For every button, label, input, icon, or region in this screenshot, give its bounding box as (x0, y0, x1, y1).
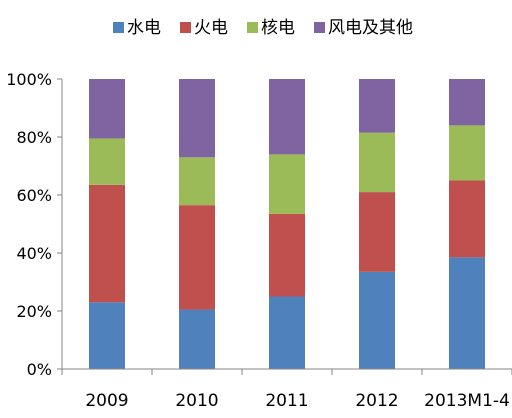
y-axis: 0% 20% 40% 60% 80% 100% (6, 70, 63, 379)
bar-stack (269, 79, 305, 369)
y-tick-label: 60% (16, 186, 52, 205)
bar-segment (359, 79, 395, 133)
bar-segment (179, 309, 215, 369)
bar-segment (89, 302, 125, 369)
bar-segment (449, 125, 485, 181)
bar-segment (179, 79, 215, 158)
legend-item: 核电 (247, 18, 295, 38)
legend: 水电 火电 核电 风电及其他 (113, 18, 413, 38)
bar-segment (269, 79, 305, 155)
x-axis: 2009 2010 2011 2012 2013M1-4 (61, 368, 512, 411)
bar-segment (449, 180, 485, 258)
y-tick-label: 0% (27, 360, 52, 379)
bar-segment (449, 257, 485, 369)
legend-swatch (113, 22, 124, 33)
legend-label: 核电 (261, 18, 295, 38)
x-tick-label: 2013M1-4 (424, 391, 510, 411)
x-tick-label: 2010 (175, 391, 218, 411)
legend-swatch (247, 22, 258, 33)
legend-label: 风电及其他 (328, 18, 413, 38)
bar-stack (359, 79, 395, 369)
legend-label: 火电 (194, 18, 228, 38)
y-tick-label: 20% (16, 302, 52, 321)
bar-segment (359, 192, 395, 272)
bar-segment (359, 271, 395, 369)
x-tick-label: 2012 (355, 391, 398, 411)
bars (89, 79, 485, 369)
bar-segment (269, 296, 305, 369)
bar-segment (179, 157, 215, 206)
legend-item: 火电 (180, 18, 228, 38)
bar-stack (449, 79, 485, 369)
bar-stack (89, 79, 125, 369)
bar-segment (89, 79, 125, 139)
y-tick-label: 100% (6, 70, 52, 89)
legend-label: 水电 (127, 18, 161, 38)
legend-item: 水电 (113, 18, 161, 38)
y-tick-label: 40% (16, 244, 52, 263)
bar-segment (449, 79, 485, 126)
bar-segment (179, 205, 215, 310)
bar-segment (89, 138, 125, 185)
legend-item: 风电及其他 (314, 18, 413, 38)
x-tick-label: 2009 (85, 391, 128, 411)
legend-swatch (314, 22, 325, 33)
bar-segment (359, 132, 395, 193)
bar-stack (179, 79, 215, 369)
x-tick-label: 2011 (265, 391, 308, 411)
bar-segment (269, 213, 305, 297)
bar-segment (269, 154, 305, 214)
legend-swatch (180, 22, 191, 33)
bar-segment (89, 184, 125, 303)
y-tick-label: 80% (16, 128, 52, 147)
